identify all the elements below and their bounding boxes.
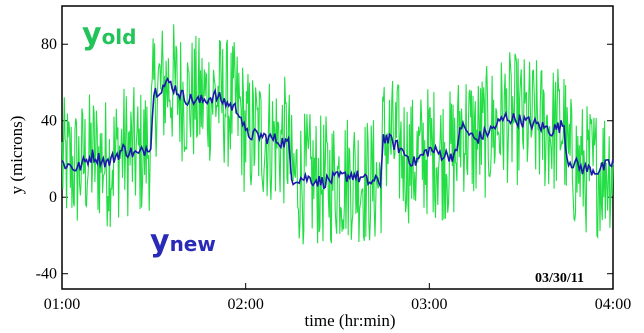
x-tick-label: 01:00 <box>44 296 80 313</box>
series-label-y-new: ynew <box>150 224 216 259</box>
x-tick-label: 04:00 <box>595 296 631 313</box>
date-annotation: 03/30/11 <box>535 271 584 286</box>
y-axis-title: y (microns) <box>7 116 26 195</box>
x-axis-title: time (hr:min) <box>304 311 395 330</box>
x-tick-label: 03:00 <box>411 296 447 313</box>
series-line-y-new <box>61 76 614 190</box>
series-label-y-old: yold <box>82 17 136 52</box>
series-y-new <box>61 76 614 190</box>
series-y-old <box>61 24 614 245</box>
y-tick-label: 40 <box>41 113 57 130</box>
x-tick-label: 02:00 <box>227 296 263 313</box>
x-axis-ticks: 01:00 02:00 03:00 04:00 <box>44 283 631 313</box>
y-tick-label: 0 <box>49 189 57 206</box>
y-tick-label: -40 <box>36 266 57 283</box>
y-tick-label: 80 <box>41 36 57 53</box>
series-line-y-old <box>61 24 614 245</box>
